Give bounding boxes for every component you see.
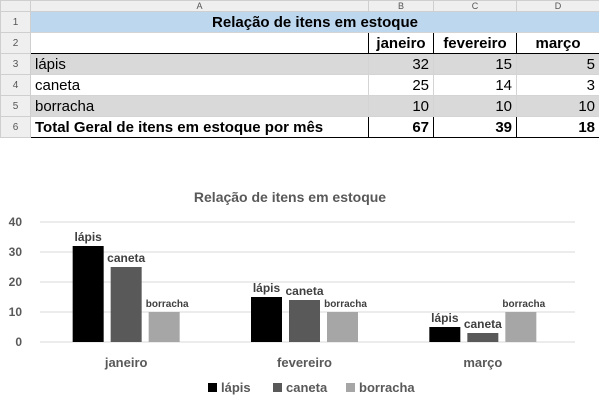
bar-1-2 — [327, 312, 358, 342]
cell-borracha-marco[interactable]: 10 — [516, 95, 599, 117]
bar-1-1 — [289, 300, 320, 342]
x-tick-label: janeiro — [104, 355, 148, 370]
y-tick-label: 30 — [9, 245, 23, 259]
y-tick-label: 40 — [9, 215, 23, 229]
data-label: caneta — [107, 251, 145, 265]
cell-caneta-janeiro[interactable]: 25 — [368, 74, 434, 96]
cell-a2[interactable] — [30, 32, 369, 54]
data-label: caneta — [464, 317, 502, 331]
cell-label-borracha[interactable]: borracha — [30, 95, 369, 117]
data-label: lápis — [431, 311, 459, 325]
data-label: caneta — [285, 284, 323, 298]
data-label: borracha — [146, 299, 189, 310]
y-tick-label: 20 — [9, 275, 23, 289]
sheet-row-5: 5 borracha 10 10 10 — [0, 95, 599, 117]
cell-lapis-marco[interactable]: 5 — [516, 53, 599, 75]
data-label: lápis — [253, 281, 281, 295]
y-tick-label: 0 — [15, 335, 22, 349]
select-all-corner[interactable] — [0, 0, 31, 12]
bar-0-0 — [72, 246, 104, 342]
x-tick-label: março — [463, 355, 502, 370]
chart-title: Relação de itens em estoque — [194, 189, 386, 205]
cell-total-fevereiro[interactable]: 39 — [433, 116, 517, 138]
cell-caneta-fevereiro[interactable]: 14 — [433, 74, 517, 96]
bar-2-0 — [429, 327, 461, 342]
cell-borracha-janeiro[interactable]: 10 — [368, 95, 434, 117]
row-header-2[interactable]: 2 — [0, 32, 31, 54]
legend-swatch — [273, 383, 282, 392]
bar-2-1 — [467, 333, 499, 342]
x-tick-label: fevereiro — [277, 355, 332, 370]
sheet-row-2: 2 janeiro fevereiro março — [0, 32, 599, 54]
legend-swatch — [346, 383, 355, 392]
cell-label-caneta[interactable]: caneta — [30, 74, 369, 96]
header-cell-janeiro[interactable]: janeiro — [368, 32, 434, 54]
column-header-row: A B C D — [0, 0, 599, 12]
sheet-row-1: 1 Relação de itens em estoque — [0, 11, 599, 33]
header-cell-marco[interactable]: março — [516, 32, 599, 54]
row-header-3[interactable]: 3 — [0, 53, 31, 75]
column-header-a[interactable]: A — [30, 0, 369, 12]
cell-borracha-fevereiro[interactable]: 10 — [433, 95, 517, 117]
legend-item: caneta — [286, 380, 328, 395]
cell-caneta-marco[interactable]: 3 — [516, 74, 599, 96]
column-header-d[interactable]: D — [516, 0, 599, 12]
legend-item: lápis — [221, 380, 251, 395]
cell-lapis-fevereiro[interactable]: 15 — [433, 53, 517, 75]
data-label: lápis — [74, 230, 102, 244]
cell-total-label[interactable]: Total Geral de itens em estoque por mês — [30, 116, 369, 138]
bar-0-2 — [148, 312, 180, 342]
column-header-c[interactable]: C — [433, 0, 517, 12]
y-tick-label: 10 — [9, 305, 23, 319]
row-header-4[interactable]: 4 — [0, 74, 31, 96]
header-cell-fevereiro[interactable]: fevereiro — [433, 32, 517, 54]
row-header-6[interactable]: 6 — [0, 116, 31, 138]
bar-1-0 — [251, 297, 282, 342]
cell-total-marco[interactable]: 18 — [516, 116, 599, 138]
data-label: borracha — [324, 299, 367, 310]
sheet-row-3: 3 lápis 32 15 5 — [0, 53, 599, 75]
bar-chart[interactable]: Relação de itens em estoque 0 10 20 30 40 lápi… — [0, 180, 599, 415]
cell-total-janeiro[interactable]: 67 — [368, 116, 434, 138]
bar-0-1 — [110, 267, 142, 342]
data-label: borracha — [502, 299, 545, 310]
legend-item: borracha — [359, 380, 415, 395]
legend-swatch — [208, 383, 217, 392]
spreadsheet-grid: A B C D 1 Relação de itens em estoque 2 … — [0, 0, 599, 138]
bar-2-2 — [505, 312, 537, 342]
row-header-1[interactable]: 1 — [0, 11, 31, 33]
sheet-row-4: 4 caneta 25 14 3 — [0, 74, 599, 96]
cell-label-lapis[interactable]: lápis — [30, 53, 369, 75]
table-title-cell[interactable]: Relação de itens em estoque — [30, 11, 599, 33]
row-header-5[interactable]: 5 — [0, 95, 31, 117]
column-header-b[interactable]: B — [368, 0, 434, 12]
sheet-row-6: 6 Total Geral de itens em estoque por mê… — [0, 116, 599, 138]
cell-lapis-janeiro[interactable]: 32 — [368, 53, 434, 75]
